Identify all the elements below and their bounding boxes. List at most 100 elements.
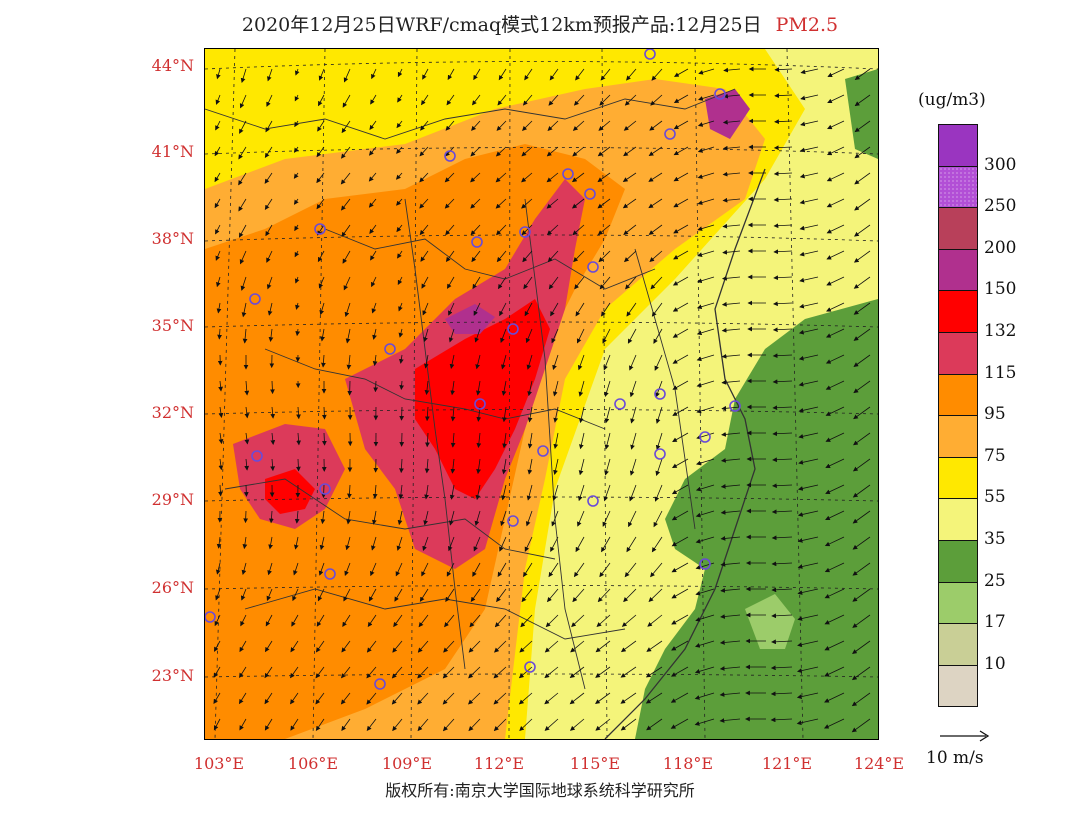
wind-vector (650, 276, 663, 290)
wind-vector (770, 717, 793, 723)
wind-vector (824, 536, 845, 547)
wind-vector (723, 67, 741, 73)
station-marker (205, 611, 216, 623)
wind-vector (722, 119, 741, 125)
wind-vector (572, 146, 585, 157)
wind-vector (774, 67, 793, 73)
wind-vector (239, 640, 247, 653)
wind-vector (772, 327, 793, 333)
colorbar-swatch (938, 416, 978, 458)
wind-vector (471, 250, 481, 263)
wind-vector (499, 536, 507, 552)
wind-vector (672, 432, 689, 442)
wind-vector (797, 536, 819, 543)
wind-vector (524, 302, 533, 317)
wind-vector (604, 406, 611, 424)
wind-reference-arrow (940, 730, 990, 742)
station-marker (654, 388, 666, 400)
wind-vector (369, 120, 377, 131)
wind-vector (827, 94, 845, 104)
wind-vector (630, 406, 637, 424)
wind-vector (244, 406, 250, 419)
wind-vector (470, 198, 481, 209)
wind-vector (422, 302, 429, 316)
wind-vector (620, 718, 637, 731)
wind-vector (501, 380, 507, 396)
wind-vector (671, 614, 689, 625)
wind-vector (502, 432, 507, 449)
wind-vector (597, 172, 611, 183)
wind-vector (648, 146, 663, 157)
wind-vector (295, 458, 301, 472)
wind-vector (825, 354, 845, 364)
wind-vector (630, 432, 637, 450)
station-marker (699, 558, 711, 570)
wind-vector (648, 198, 663, 209)
lat-label: 29°N (151, 490, 194, 509)
wind-vector (216, 68, 221, 80)
wind-vector (825, 432, 845, 442)
wind-vector (774, 119, 793, 125)
wind-vector (603, 354, 611, 371)
wind-vector (694, 666, 715, 674)
wind-vector (621, 614, 637, 627)
wind-vector (600, 68, 611, 81)
wind-vector (576, 328, 585, 344)
wind-vector (651, 536, 663, 553)
wind-vector (476, 432, 482, 448)
wind-vector (722, 275, 741, 281)
wind-vector (720, 510, 741, 515)
zone-25-35-north (845, 69, 878, 159)
wind-vector (424, 484, 429, 500)
wind-vector (423, 328, 429, 343)
wind-vector (470, 588, 481, 603)
wind-vector (372, 354, 378, 367)
wind-vector (799, 250, 819, 257)
wind-vector (573, 94, 585, 106)
wind-vector (601, 536, 611, 553)
pm25-map[interactable] (204, 48, 879, 740)
wind-vector (773, 145, 793, 151)
wind-vector (450, 406, 456, 422)
wind-vector (521, 198, 533, 209)
wind-vector (267, 302, 273, 316)
wind-vector (446, 276, 455, 289)
station-marker (251, 450, 263, 462)
station-marker (314, 223, 326, 235)
wind-vector (341, 120, 351, 134)
wind-vector (773, 301, 793, 307)
wind-vector (266, 588, 273, 601)
wind-vector (604, 380, 611, 397)
wind-vector (695, 614, 715, 622)
wind-vector (853, 432, 871, 446)
wind-vector (546, 224, 559, 236)
station-marker (699, 431, 711, 443)
wind-vector (771, 561, 793, 567)
wind-vector (469, 614, 481, 628)
station-marker (587, 261, 599, 273)
wind-vector (772, 405, 793, 411)
wind-vector (695, 588, 715, 596)
wind-vector (315, 718, 325, 731)
wind-vector (572, 120, 585, 131)
colorbar-level-label: 17 (984, 612, 1006, 633)
colorbar-level-label: 200 (984, 237, 1017, 258)
wind-vector (341, 718, 351, 732)
wind-vector (315, 640, 325, 653)
wind-vector (672, 328, 689, 338)
colorbar-unit: (ug/m3) (918, 90, 986, 110)
wind-vector (598, 120, 611, 131)
wind-vector (521, 588, 533, 603)
station-marker (584, 188, 596, 200)
wind-vector (672, 458, 689, 468)
wind-vector (293, 172, 299, 179)
wind-vector (341, 146, 351, 159)
wind-vector (602, 510, 611, 527)
station-marker (319, 483, 331, 495)
wind-vector (370, 562, 377, 577)
wind-vector (218, 484, 223, 497)
wind-vector (215, 250, 221, 261)
wind-vector (419, 198, 429, 209)
wind-vector (470, 146, 481, 157)
wind-vector (218, 406, 224, 418)
